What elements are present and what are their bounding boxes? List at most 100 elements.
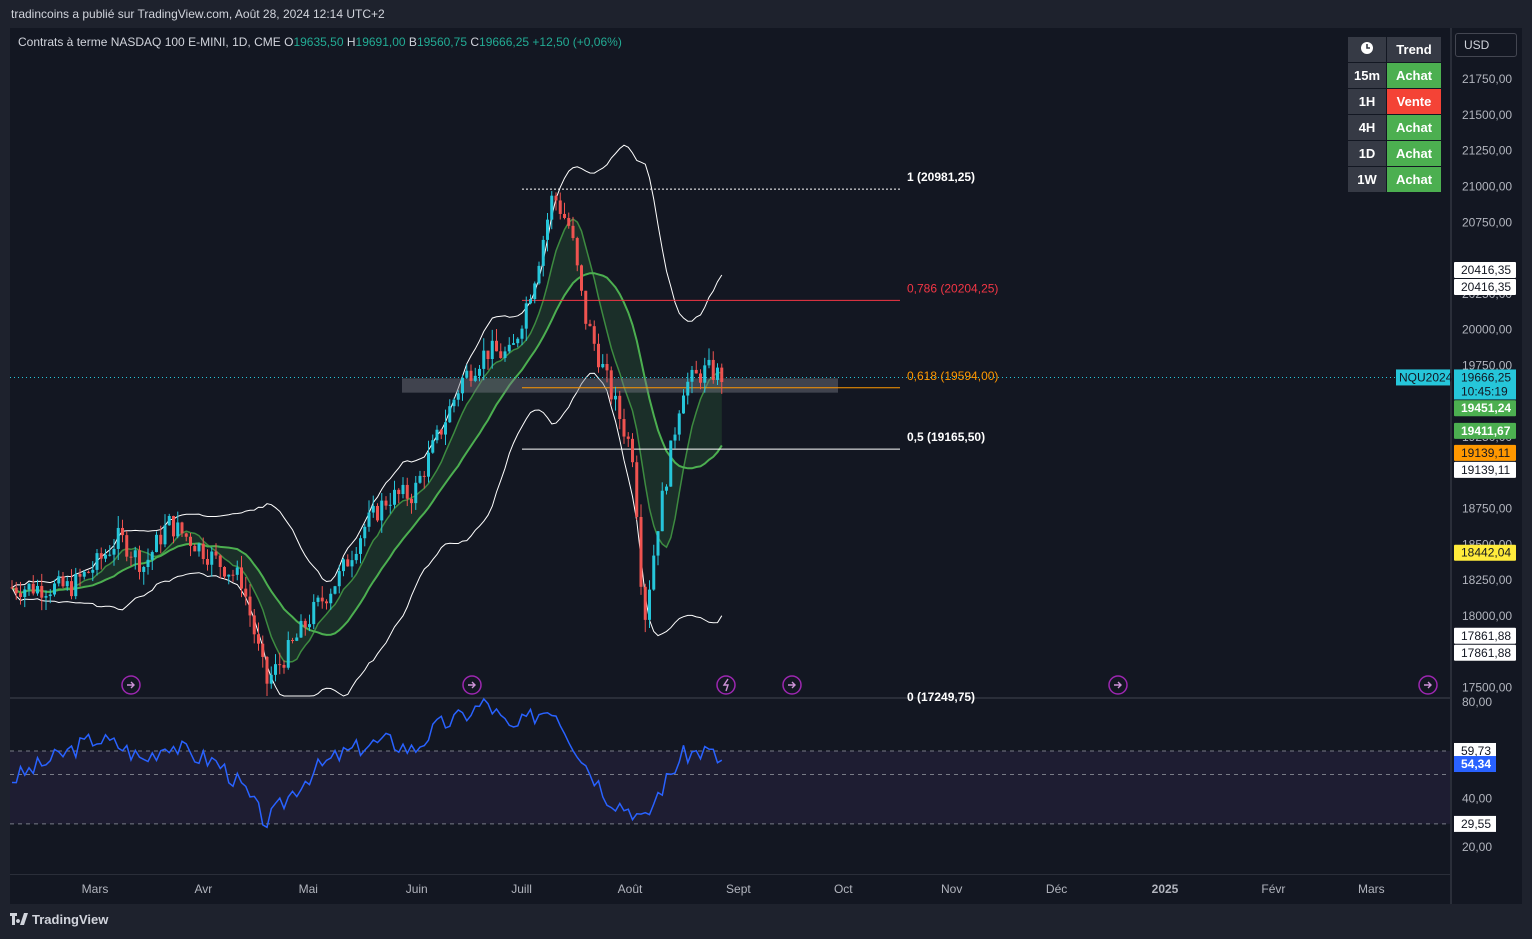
candle-body	[482, 350, 486, 369]
price-tick-label: 18000,00	[1462, 609, 1512, 623]
candle-body	[669, 440, 673, 487]
price-tick-label: 19750,00	[1462, 358, 1512, 372]
candle-body	[257, 634, 260, 644]
candle-body	[82, 571, 86, 577]
candle-body	[189, 536, 192, 546]
candle-body	[580, 265, 583, 291]
lightning-icon	[716, 675, 736, 695]
candle-body	[626, 436, 630, 439]
candle-body	[469, 370, 473, 381]
candle-body	[57, 576, 61, 584]
candle-body	[70, 581, 73, 597]
candle-body	[703, 365, 707, 383]
candle-body	[448, 406, 452, 423]
price-axis-label-box	[1454, 444, 1516, 461]
tradingview-logo[interactable]: TradingView	[10, 912, 108, 927]
trend-signal: Achat	[1386, 140, 1442, 167]
candle-body	[214, 551, 218, 556]
candle-body	[172, 515, 175, 537]
symbol-tag-box	[1396, 369, 1450, 386]
candle-body	[533, 283, 537, 300]
candle-body	[299, 620, 303, 638]
candle-body	[444, 422, 447, 435]
price-axis-label: 20416,35	[1461, 280, 1511, 294]
arrow-right-icon	[127, 681, 135, 689]
candle-body	[282, 664, 286, 668]
candle-body	[656, 531, 660, 556]
candle-body	[614, 395, 617, 400]
candle-body	[401, 484, 405, 495]
event-marker-icon	[782, 675, 802, 695]
candle-body	[44, 596, 48, 598]
candle-body	[316, 597, 320, 602]
price-axis-border	[1450, 28, 1452, 904]
clock-icon	[1347, 36, 1387, 63]
low-value: 19560,75	[416, 35, 467, 49]
chart-area[interactable]	[10, 28, 1522, 904]
candle-body	[206, 558, 209, 565]
candle-body	[14, 587, 18, 594]
candle-body	[682, 395, 685, 414]
candle-body	[201, 543, 205, 559]
trend-header-row: Trend	[1347, 36, 1442, 63]
candle-body	[414, 482, 418, 504]
change-value: +12,50 (+0,06%)	[532, 35, 622, 49]
event-marker-icon	[121, 675, 141, 695]
price-axis-label-box	[1454, 627, 1516, 644]
candle-body	[27, 583, 31, 590]
candle-body	[435, 429, 439, 441]
fib-level-label: 0 (17249,75)	[907, 690, 975, 704]
bar-countdown: 10:45:19	[1461, 384, 1508, 398]
rsi-axis-label: 29,55	[1461, 817, 1491, 831]
candle-body	[125, 535, 129, 557]
candle-body	[87, 571, 90, 573]
time-tick-label: Avr	[195, 882, 213, 896]
time-tick-label: Mars	[82, 882, 109, 896]
candle-body	[410, 498, 413, 504]
time-tick-label: Juill	[511, 882, 532, 896]
candle-body	[397, 489, 401, 495]
symbol-tag: NQU2024	[1399, 370, 1453, 384]
candle-body	[512, 343, 515, 345]
close-label: C	[470, 35, 480, 49]
arrow-right-icon	[1424, 681, 1432, 689]
trend-tf: 4H	[1347, 114, 1387, 141]
trend-row: 4H Achat	[1347, 114, 1442, 141]
price-axis-label-box	[1454, 461, 1516, 478]
candle-body	[567, 217, 571, 226]
candle-body	[48, 594, 52, 597]
candle-body	[333, 586, 337, 594]
candle-body	[588, 323, 592, 327]
time-tick-label: Mars	[1358, 882, 1385, 896]
currency-selector[interactable]: USD	[1455, 33, 1517, 57]
event-marker-icon	[462, 675, 482, 695]
candle-body	[601, 363, 605, 368]
candle-body	[78, 573, 82, 577]
candle-body	[320, 597, 324, 602]
price-axis-label-box	[1454, 422, 1516, 439]
candle-body	[159, 534, 163, 545]
candle-body	[499, 351, 503, 358]
trend-tf: 15m	[1347, 62, 1387, 89]
price-axis-label: 19411,67	[1461, 424, 1511, 438]
candle-body	[686, 381, 690, 396]
ma-cloud	[12, 218, 722, 662]
trend-tf: 1W	[1347, 166, 1387, 193]
candle-body	[422, 475, 426, 477]
candle-body	[346, 559, 350, 567]
candle-body	[405, 484, 409, 499]
rsi-axis-label-box	[1454, 756, 1496, 773]
lightning-bolt-icon	[722, 678, 729, 692]
trend-header-label: Trend	[1386, 36, 1442, 63]
candle-body	[180, 522, 184, 534]
candle-body	[99, 553, 103, 559]
rsi-axis-label-box	[1454, 742, 1496, 759]
candle-body	[121, 527, 124, 536]
candle-body	[554, 195, 558, 201]
trend-signal: Vente	[1386, 88, 1442, 115]
candle-body	[673, 434, 677, 441]
candle-body	[295, 637, 299, 641]
tradingview-logo-icon	[10, 913, 28, 925]
rsi-axis-label: 54,34	[1461, 757, 1491, 771]
